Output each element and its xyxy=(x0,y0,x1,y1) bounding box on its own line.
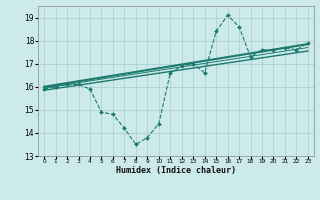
X-axis label: Humidex (Indice chaleur): Humidex (Indice chaleur) xyxy=(116,166,236,175)
